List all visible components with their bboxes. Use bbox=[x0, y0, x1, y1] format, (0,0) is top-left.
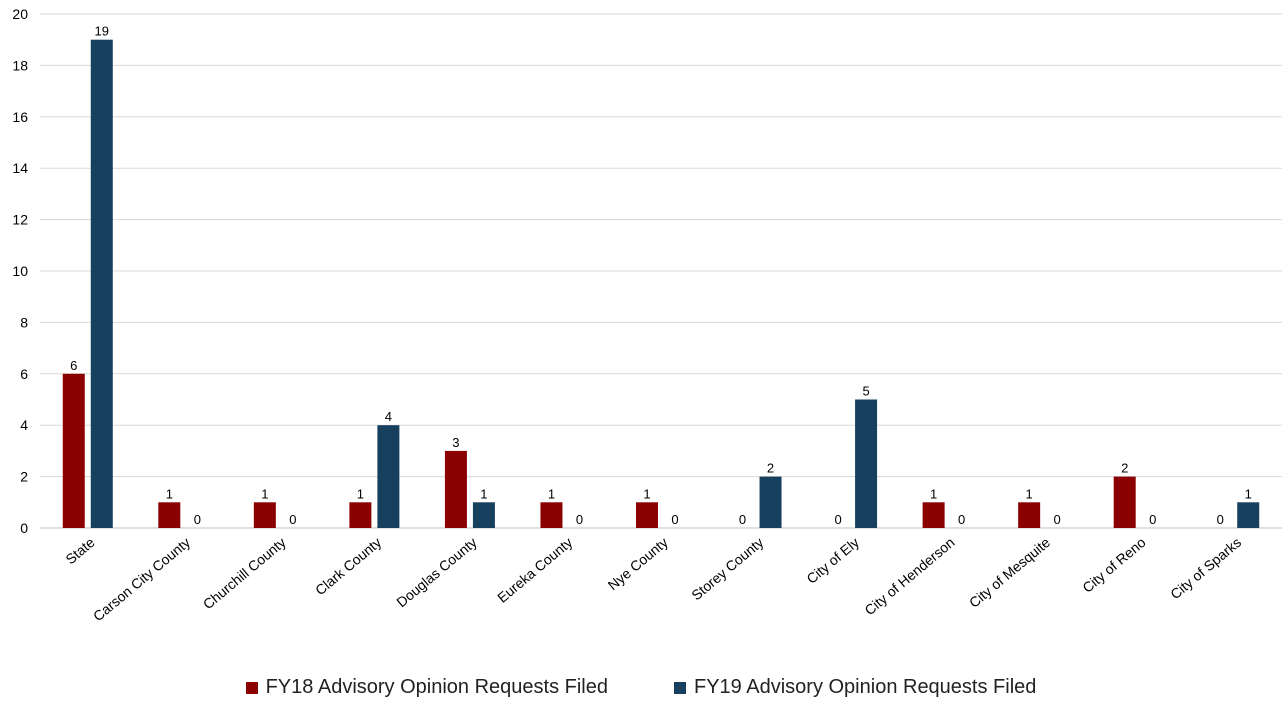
category-label: City of Henderson bbox=[861, 534, 957, 618]
legend-swatch-fy19 bbox=[674, 681, 686, 694]
legend-item-fy19: FY19 Advisory Opinion Requests Filed bbox=[674, 676, 1036, 699]
y-tick-label: 18 bbox=[12, 57, 28, 73]
data-label-fy18: 1 bbox=[166, 486, 173, 501]
data-label-fy18: 1 bbox=[930, 486, 937, 501]
category-label: City of Ely bbox=[803, 534, 862, 587]
category-label: City of Reno bbox=[1079, 534, 1148, 596]
data-label-fy19: 0 bbox=[1149, 512, 1156, 527]
bar-fy18 bbox=[444, 450, 467, 528]
legend: FY18 Advisory Opinion Requests Filed FY1… bbox=[0, 676, 1282, 699]
legend-label-fy19: FY19 Advisory Opinion Requests Filed bbox=[694, 676, 1037, 698]
data-label-fy18: 1 bbox=[261, 486, 268, 501]
bar-fy19 bbox=[90, 39, 113, 528]
category-label: Carson City County bbox=[90, 534, 193, 624]
bar-fy18 bbox=[349, 502, 372, 528]
category-label: Clark County bbox=[312, 534, 384, 598]
data-label-fy18: 0 bbox=[834, 512, 841, 527]
category-label: Eureka County bbox=[494, 534, 575, 606]
category-label: City of Mesquite bbox=[966, 534, 1053, 611]
bar-fy18 bbox=[636, 502, 658, 528]
bar-fy19 bbox=[377, 425, 400, 528]
bar-fy18 bbox=[158, 502, 181, 528]
bar-fy19 bbox=[472, 502, 495, 528]
data-label-fy19: 2 bbox=[767, 461, 774, 476]
bar-fy18 bbox=[922, 502, 945, 528]
data-label-fy18: 3 bbox=[452, 435, 459, 450]
bar-fy18 bbox=[62, 373, 85, 528]
data-label-fy18: 2 bbox=[1121, 461, 1128, 476]
bar-fy19 bbox=[855, 399, 878, 528]
category-label: Douglas County bbox=[393, 534, 480, 610]
data-label-fy19: 0 bbox=[1054, 512, 1061, 527]
y-tick-label: 20 bbox=[12, 6, 28, 22]
bar-fy18 bbox=[1113, 476, 1136, 528]
y-tick-label: 10 bbox=[12, 263, 28, 279]
bar-fy18 bbox=[1018, 502, 1041, 528]
bar-fy18 bbox=[253, 502, 276, 528]
data-label-fy19: 1 bbox=[1245, 486, 1252, 501]
data-label-fy18: 0 bbox=[1217, 512, 1224, 527]
bar-fy18 bbox=[540, 502, 563, 528]
y-tick-label: 14 bbox=[12, 160, 28, 176]
y-tick-label: 8 bbox=[20, 314, 28, 330]
y-tick-label: 16 bbox=[12, 109, 28, 125]
data-label-fy19: 5 bbox=[862, 384, 869, 399]
bar-fy19 bbox=[1237, 502, 1260, 528]
legend-swatch-fy18 bbox=[245, 681, 258, 694]
data-label-fy19: 1 bbox=[480, 486, 487, 501]
data-label-fy18: 0 bbox=[739, 512, 746, 527]
category-label: City of Sparks bbox=[1167, 534, 1244, 602]
data-label-fy19: 0 bbox=[576, 512, 583, 527]
data-label-fy18: 1 bbox=[1026, 486, 1033, 501]
legend-item-fy18: FY18 Advisory Opinion Requests Filed bbox=[245, 676, 608, 699]
y-tick-label: 2 bbox=[20, 469, 28, 485]
category-label: Churchill County bbox=[200, 534, 289, 612]
y-tick-label: 0 bbox=[20, 520, 28, 536]
y-tick-label: 4 bbox=[20, 417, 28, 433]
data-label-fy19: 0 bbox=[671, 512, 678, 527]
bar-fy19 bbox=[759, 476, 782, 528]
data-label-fy19: 0 bbox=[289, 512, 296, 527]
legend-label-fy18: FY18 Advisory Opinion Requests Filed bbox=[265, 676, 608, 698]
category-label: Storey County bbox=[688, 534, 766, 603]
data-label-fy19: 19 bbox=[95, 24, 109, 39]
data-label-fy18: 1 bbox=[548, 486, 555, 501]
y-tick-label: 6 bbox=[20, 366, 28, 382]
data-label-fy18: 1 bbox=[643, 486, 650, 501]
data-label-fy19: 4 bbox=[385, 409, 392, 424]
y-tick-label: 12 bbox=[12, 212, 28, 228]
data-label-fy19: 0 bbox=[958, 512, 965, 527]
category-label: Nye County bbox=[605, 534, 671, 593]
category-label: State bbox=[62, 534, 97, 567]
data-label-fy19: 0 bbox=[194, 512, 201, 527]
data-label-fy18: 6 bbox=[70, 358, 77, 373]
data-label-fy18: 1 bbox=[357, 486, 364, 501]
